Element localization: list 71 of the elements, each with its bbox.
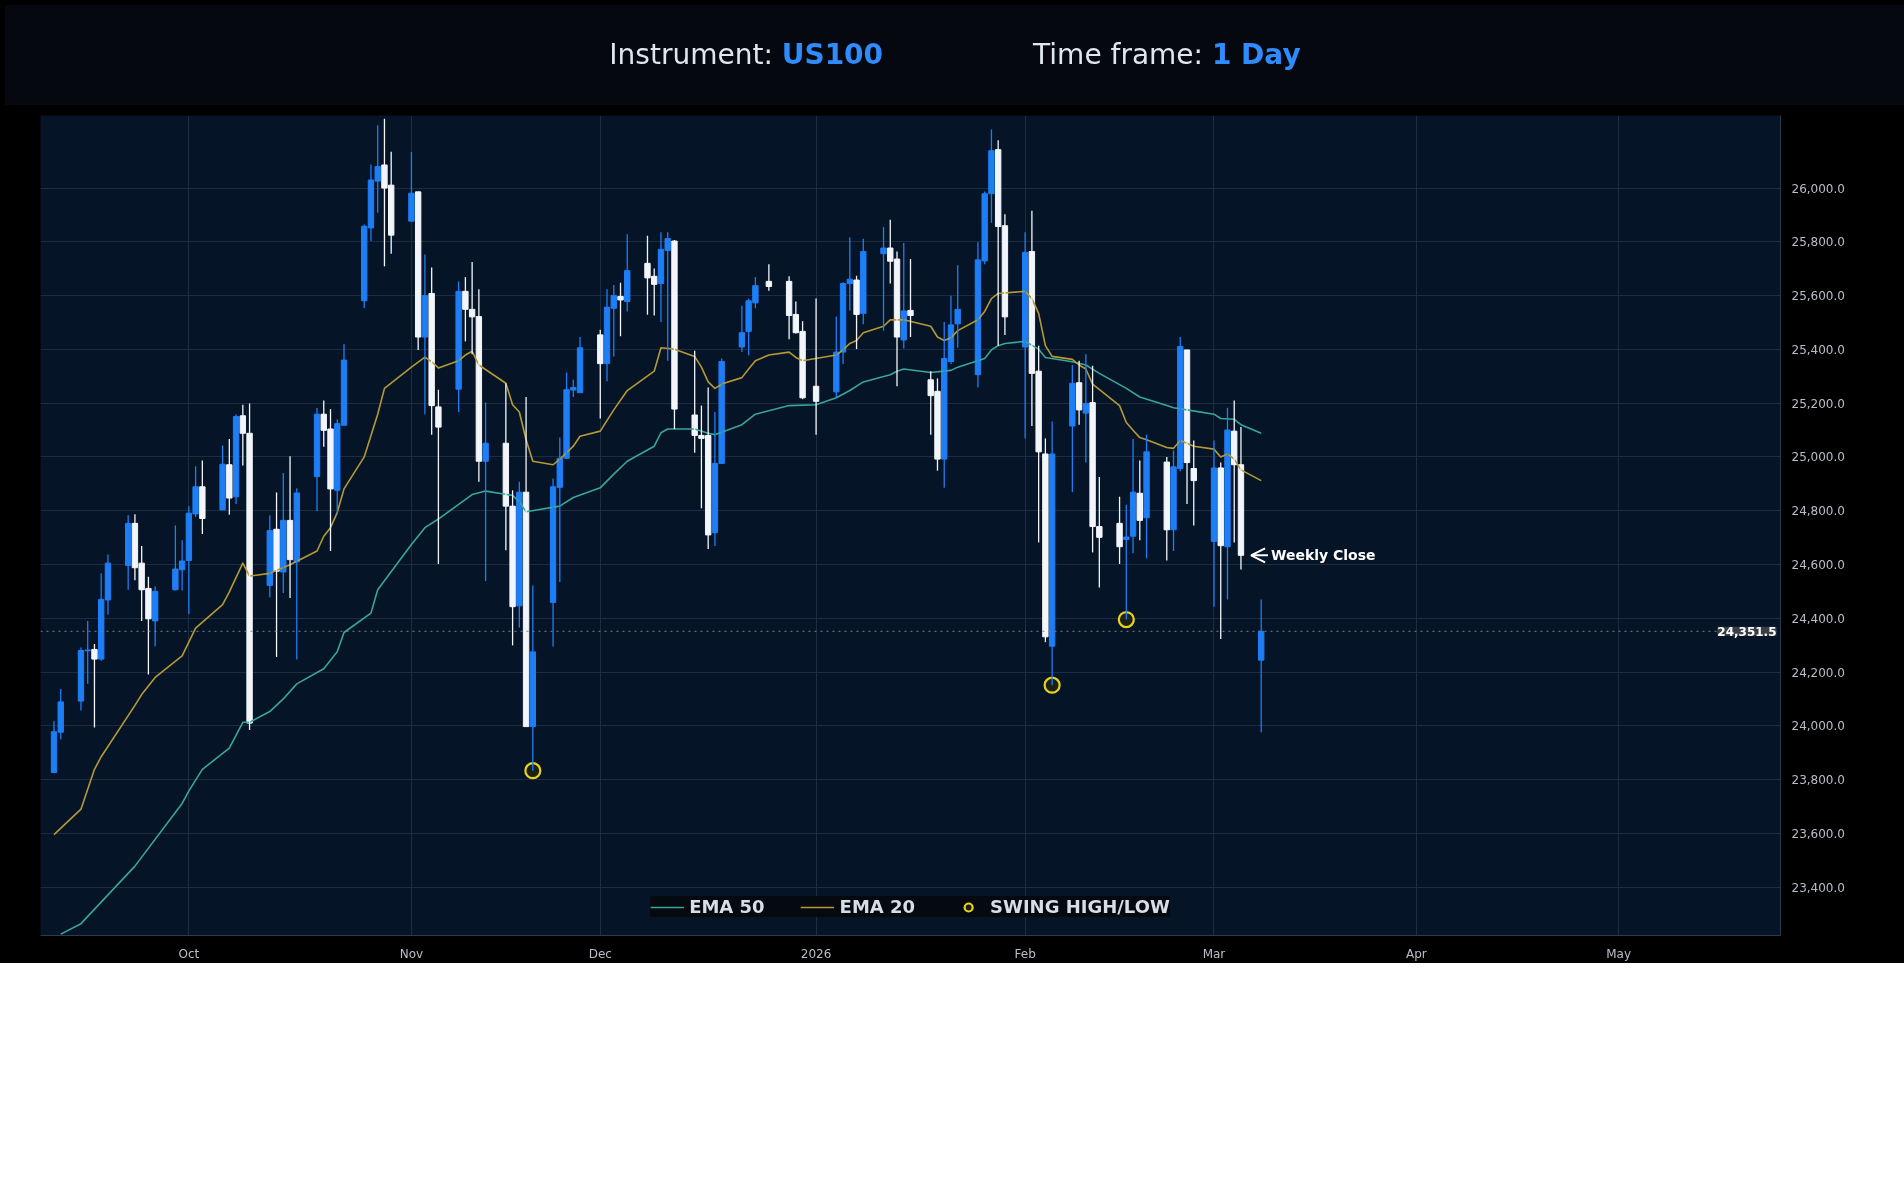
candlestick: [280, 472, 287, 594]
candlestick: [414, 191, 422, 351]
candlestick: [428, 266, 435, 436]
candlestick: [671, 239, 678, 430]
candlestick: [219, 444, 226, 511]
candlestick: [624, 233, 631, 313]
candlestick: [1136, 459, 1143, 541]
y-tick-label: 23,600.0: [1791, 826, 1845, 841]
candlestick: [1163, 456, 1170, 562]
candlestick: [617, 282, 624, 337]
candlestick: [1042, 437, 1049, 643]
x-tick-label: Apr: [1405, 946, 1427, 961]
x-tick-label: Oct: [178, 946, 200, 961]
candlestick: [529, 584, 537, 772]
candlestick: [516, 481, 523, 629]
y-tick-label: 23,800.0: [1791, 773, 1845, 788]
chart-title: Instrument: US100: [609, 38, 884, 71]
y-tick-label: 25,800.0: [1791, 235, 1845, 250]
candlestick: [1258, 598, 1265, 733]
candlestick: [900, 242, 907, 350]
candlestick: [199, 459, 206, 535]
y-tick-label: 25,600.0: [1791, 289, 1845, 304]
ref-line-label: 24,351.5: [1717, 624, 1777, 639]
annotation: Weekly Close: [1270, 547, 1376, 564]
y-tick-label: 26,000.0: [1791, 181, 1845, 196]
x-tick-label: Dec: [588, 946, 612, 961]
y-tick-label: 25,200.0: [1791, 396, 1845, 411]
y-tick-label: 25,000.0: [1791, 450, 1845, 465]
candlestick: [880, 226, 887, 332]
line-series: [59, 340, 1262, 935]
y-tick-label: 23,400.0: [1791, 880, 1845, 895]
x-tick-label: May: [1606, 946, 1632, 961]
y-tick-label: 24,400.0: [1791, 611, 1845, 626]
candlestick: [455, 280, 462, 413]
candlestick: [1224, 407, 1231, 601]
candlestick: [860, 237, 867, 325]
x-tick-label: Nov: [399, 946, 424, 961]
candlestick: [597, 329, 604, 420]
candlestick: [91, 643, 98, 729]
candlestick: [1217, 461, 1224, 640]
candlestick: [226, 438, 233, 516]
candlestick: [482, 401, 489, 582]
candlestick: [853, 275, 860, 350]
x-tick-label: Feb: [1014, 946, 1036, 961]
legend-label: SWING HIGH/LOW: [990, 896, 1170, 917]
point: [524, 762, 542, 780]
y-tick-label: 24,600.0: [1791, 557, 1845, 572]
x-tick-label: Mar: [1202, 946, 1226, 961]
candlestick: [293, 487, 300, 661]
candlestick: [435, 389, 442, 565]
candlestick: [1069, 364, 1076, 493]
legend-label: EMA 50: [689, 896, 765, 917]
candlestick: [266, 514, 273, 598]
y-tick-label: 24,800.0: [1791, 504, 1845, 519]
candlestick: [408, 151, 415, 223]
candlestick: [273, 491, 280, 658]
point: [1117, 611, 1135, 629]
line-series: [53, 290, 1262, 836]
y-tick-label: 24,200.0: [1791, 665, 1845, 680]
candlestick: [124, 514, 132, 591]
x-tick-label: 2026: [800, 946, 832, 961]
legend-label: EMA 20: [839, 896, 916, 917]
point: [1043, 676, 1061, 694]
candlestick: [1190, 439, 1197, 527]
candlestick: [1143, 433, 1150, 559]
chart-subtitle: Time frame: 1 Day: [1033, 38, 1301, 71]
candlestick: [907, 258, 914, 338]
y-tick-label: 24,000.0: [1791, 719, 1845, 734]
candlestick: [833, 315, 840, 398]
candlestick: [1116, 496, 1123, 565]
y-tick-label: 25,400.0: [1791, 342, 1845, 357]
